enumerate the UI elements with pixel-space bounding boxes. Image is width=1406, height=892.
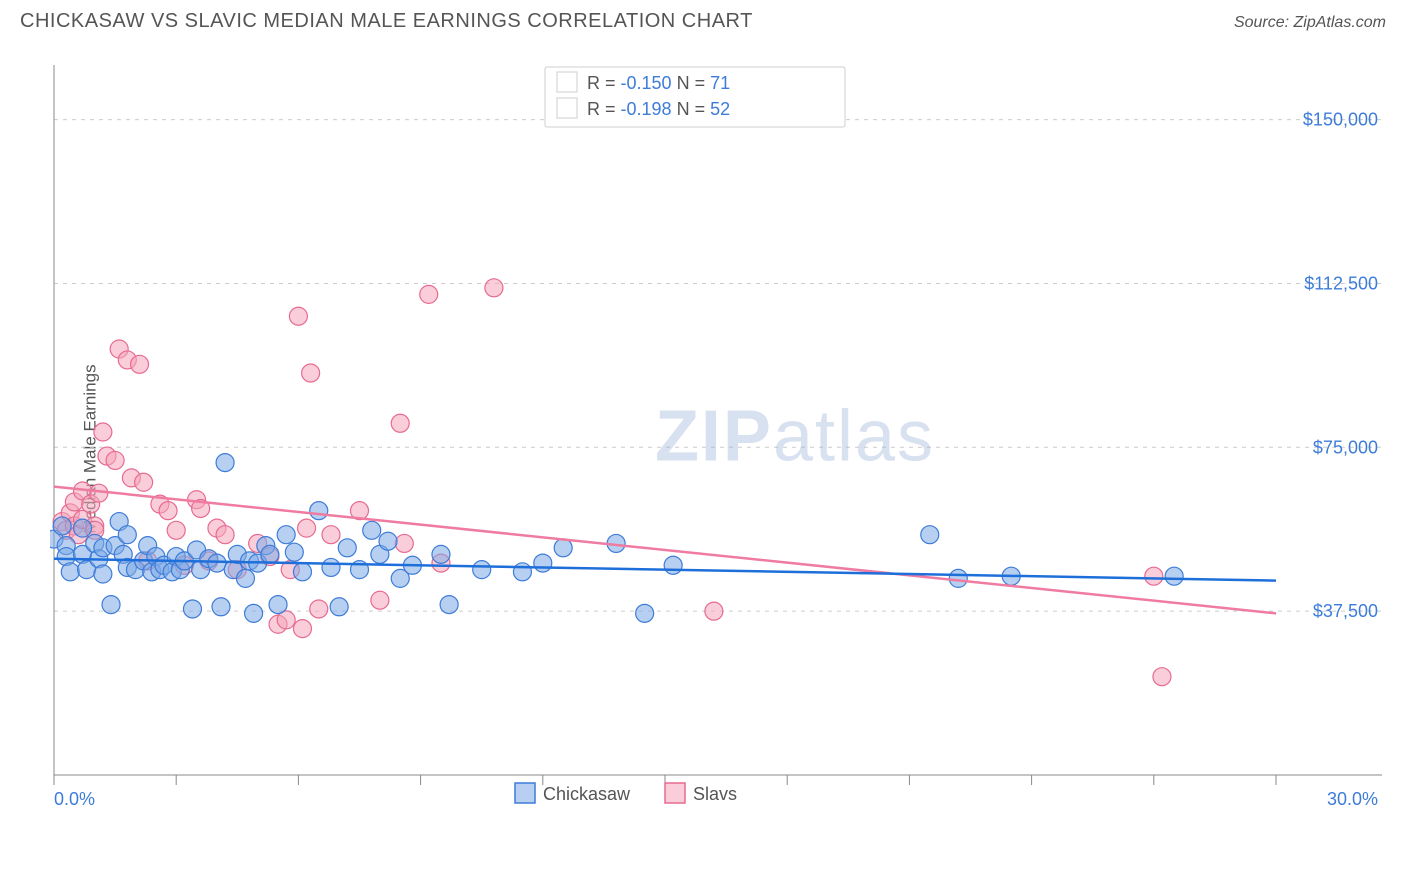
- svg-text:R = -0.150 N = 71: R = -0.150 N = 71: [587, 73, 730, 93]
- data-point-slavs: [106, 451, 124, 469]
- data-point-slavs: [391, 414, 409, 432]
- data-point-slavs: [289, 307, 307, 325]
- data-point-slavs: [131, 355, 149, 373]
- svg-text:R = -0.198 N = 52: R = -0.198 N = 52: [587, 99, 730, 119]
- data-point-slavs: [167, 521, 185, 539]
- data-point-chickasaw: [102, 596, 120, 614]
- data-point-slavs: [310, 600, 328, 618]
- data-point-slavs: [94, 423, 112, 441]
- data-point-chickasaw: [74, 519, 92, 537]
- data-point-slavs: [1145, 567, 1163, 585]
- data-point-chickasaw: [212, 598, 230, 616]
- data-point-chickasaw: [285, 543, 303, 561]
- data-point-chickasaw: [949, 569, 967, 587]
- data-point-chickasaw: [1165, 567, 1183, 585]
- data-point-slavs: [322, 526, 340, 544]
- svg-text:Slavs: Slavs: [693, 784, 737, 804]
- data-point-chickasaw: [322, 558, 340, 576]
- data-point-chickasaw: [921, 526, 939, 544]
- chart-title: CHICKASAW VS SLAVIC MEDIAN MALE EARNINGS…: [20, 10, 753, 33]
- scatter-chart: $37,500 $75,000 $112,500 $150,000 0.0% 30.0% Z…: [50, 49, 1386, 809]
- data-point-chickasaw: [363, 521, 381, 539]
- data-point-chickasaw: [432, 545, 450, 563]
- svg-text:Chickasaw: Chickasaw: [543, 784, 631, 804]
- y-tick-label: $37,500: [1313, 601, 1378, 621]
- data-point-chickasaw: [208, 554, 226, 572]
- data-point-slavs: [371, 591, 389, 609]
- data-point-chickasaw: [513, 563, 531, 581]
- data-point-slavs: [159, 502, 177, 520]
- data-point-chickasaw: [664, 556, 682, 574]
- source-label: Source: ZipAtlas.com: [1234, 14, 1386, 32]
- data-point-chickasaw: [440, 596, 458, 614]
- data-point-chickasaw: [330, 598, 348, 616]
- data-point-slavs: [395, 534, 413, 552]
- data-point-chickasaw: [236, 569, 254, 587]
- data-point-slavs: [485, 279, 503, 297]
- data-point-chickasaw: [118, 526, 136, 544]
- series-legend: Chickasaw Slavs: [515, 783, 737, 804]
- data-point-chickasaw: [473, 561, 491, 579]
- data-point-chickasaw: [245, 604, 263, 622]
- data-point-slavs: [216, 526, 234, 544]
- data-point-chickasaw: [61, 563, 79, 581]
- y-tick-label: $150,000: [1303, 110, 1378, 130]
- data-point-chickasaw: [53, 517, 71, 535]
- y-tick-label: $75,000: [1313, 437, 1378, 457]
- data-point-chickasaw: [277, 526, 295, 544]
- data-point-chickasaw: [216, 454, 234, 472]
- data-point-chickasaw: [554, 539, 572, 557]
- stats-legend: R = -0.150 N = 71 R = -0.198 N = 52: [545, 67, 845, 127]
- data-point-chickasaw: [94, 565, 112, 583]
- data-point-chickasaw: [338, 539, 356, 557]
- data-point-slavs: [1153, 668, 1171, 686]
- data-point-chickasaw: [636, 604, 654, 622]
- data-point-slavs: [135, 473, 153, 491]
- data-point-slavs: [293, 620, 311, 638]
- data-point-chickasaw: [379, 532, 397, 550]
- data-point-chickasaw: [310, 502, 328, 520]
- data-point-chickasaw: [269, 596, 287, 614]
- x-tick-label: 30.0%: [1327, 789, 1378, 809]
- y-tick-label: $112,500: [1304, 273, 1378, 293]
- data-point-chickasaw: [183, 600, 201, 618]
- data-point-chickasaw: [293, 563, 311, 581]
- plot-container: Median Male Earnings $37,500$75,000$112,…: [0, 39, 1406, 859]
- data-point-chickasaw: [534, 554, 552, 572]
- data-point-slavs: [420, 285, 438, 303]
- watermark: ZIPatlas: [655, 396, 935, 476]
- data-point-slavs: [298, 519, 316, 537]
- data-point-slavs: [705, 602, 723, 620]
- x-tick-label: 0.0%: [54, 789, 95, 809]
- data-point-chickasaw: [261, 545, 279, 563]
- data-point-slavs: [302, 364, 320, 382]
